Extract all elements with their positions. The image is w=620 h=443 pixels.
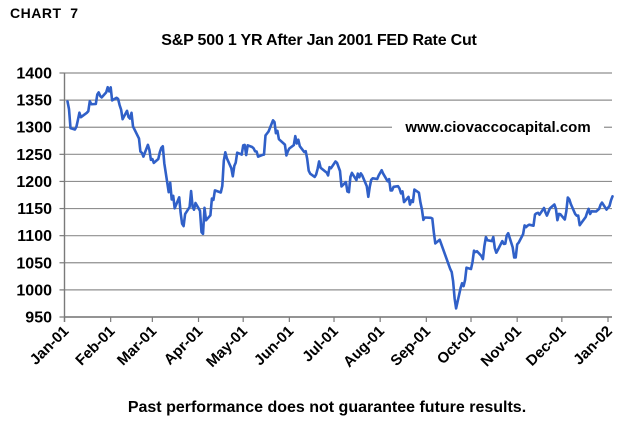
x-tick-label: Nov-01: [478, 323, 525, 370]
y-tick-label: 1050: [16, 255, 52, 272]
price-chart: 140013501300125012001150110010501000950 …: [16, 66, 616, 371]
y-tick-label: 950: [25, 310, 52, 327]
disclaimer-text: Past performance does not guarantee futu…: [127, 399, 527, 416]
x-tick-label: Dec-01: [523, 323, 570, 370]
y-tick-label: 1000: [16, 282, 52, 299]
y-tick-label: 1200: [16, 174, 52, 191]
watermark: www.ciovaccocapital.com: [392, 119, 604, 136]
chart-title: S&P 500 1 YR After Jan 2001 FED Rate Cut: [161, 32, 477, 49]
x-tick-label: Sep-01: [387, 323, 434, 370]
x-tick-label: Jul-01: [299, 323, 342, 366]
y-tick-label: 1350: [16, 93, 52, 110]
price-line-series: [66, 85, 614, 310]
x-tick-label: Aug-01: [340, 323, 388, 371]
x-tick-label: Oct-01: [434, 323, 479, 368]
y-tick-label: 1100: [17, 228, 52, 245]
x-tick-label: Feb-01: [72, 323, 118, 369]
y-tick-label: 1150: [17, 201, 52, 218]
x-tick-label: Jan-02: [570, 323, 616, 369]
axes: [59, 72, 612, 322]
y-axis-labels: 1400 1350 1300 1250 1200 1150 1100 1050 1000 950: [16, 66, 52, 327]
gridlines: [64, 72, 612, 318]
y-tick-label: 1300: [16, 120, 52, 137]
watermark-background: [392, 119, 604, 136]
price-line: [66, 85, 614, 310]
watermark-text: www.ciovaccocapital.com: [404, 119, 590, 136]
y-tick-label: 1250: [16, 147, 52, 164]
x-tick-label: Mar-01: [114, 323, 160, 369]
x-tick-label: May-01: [203, 323, 251, 371]
y-tick-label: 1400: [16, 66, 52, 83]
chart-number-label: CHART 7: [10, 5, 79, 21]
x-tick-label: Jun-01: [251, 323, 297, 369]
x-tick-label: Jan-01: [27, 323, 73, 369]
x-tick-label: Apr-01: [161, 323, 207, 369]
